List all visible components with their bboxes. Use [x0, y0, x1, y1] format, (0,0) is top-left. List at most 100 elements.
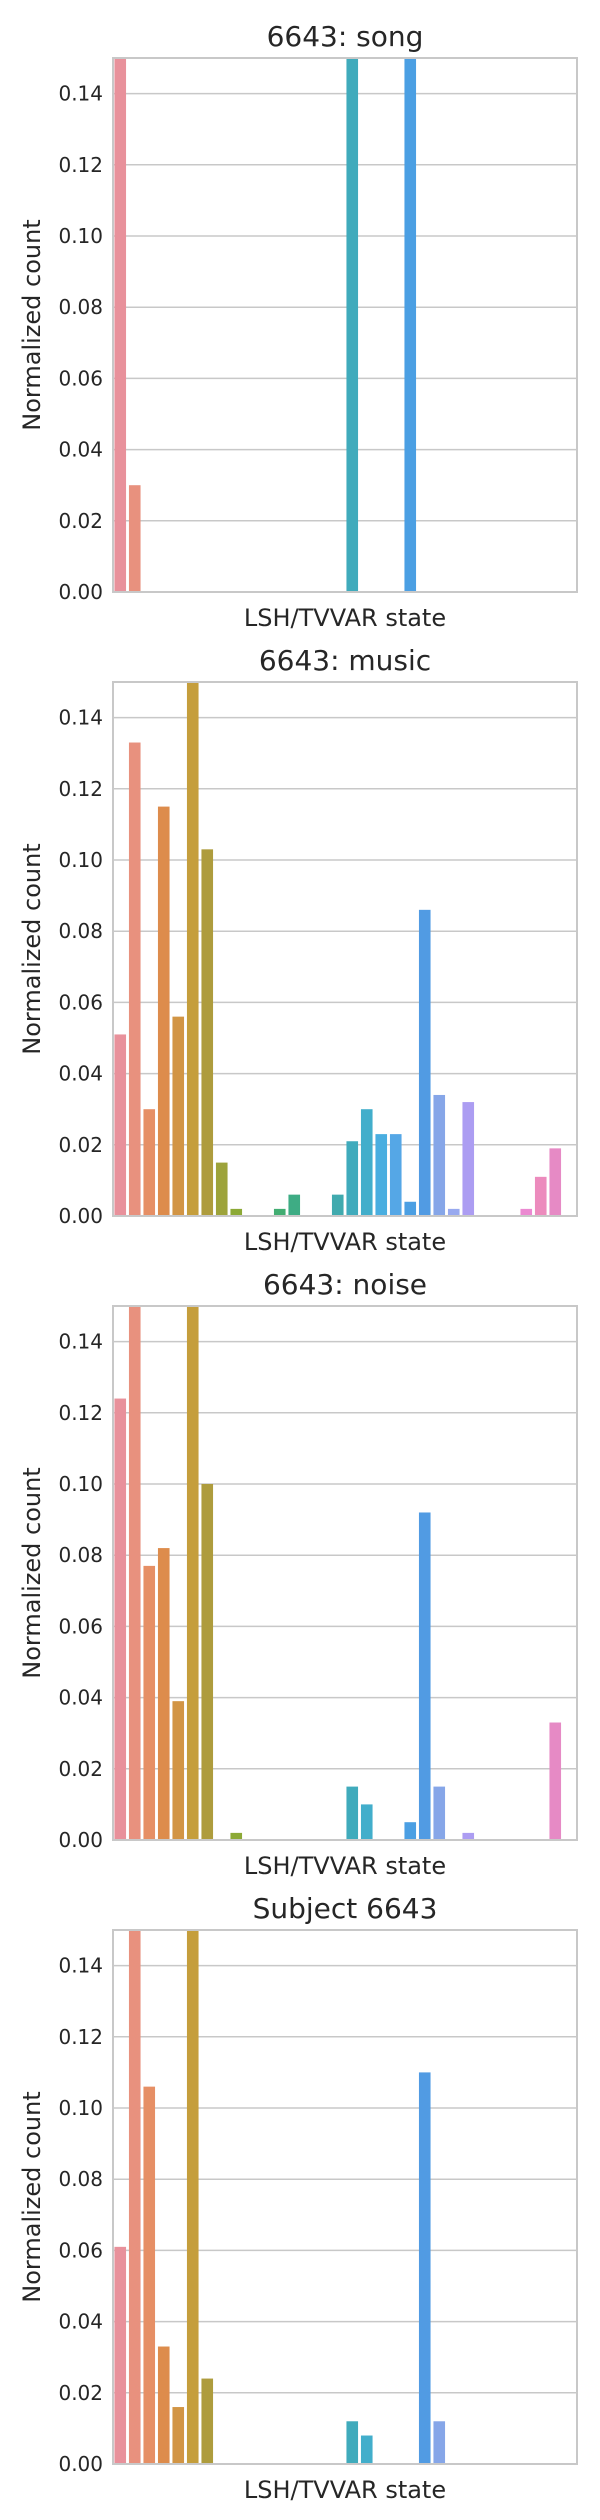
bar — [230, 1208, 243, 1216]
bar — [346, 1786, 359, 1840]
y-tick-label: 0.06 — [58, 366, 103, 390]
y-tick-label: 0.08 — [58, 919, 103, 943]
y-tick-label: 0.02 — [58, 1133, 103, 1157]
bar — [360, 1804, 373, 1840]
bar — [157, 2346, 170, 2464]
y-tick-label: 0.06 — [58, 1614, 103, 1638]
y-tick-label: 0.06 — [58, 2238, 103, 2262]
y-tick-label: 0.08 — [58, 1543, 103, 1567]
bar — [143, 1565, 156, 1840]
bar — [186, 1930, 199, 2464]
y-tick-label: 0.04 — [58, 438, 103, 462]
y-tick-label: 0.14 — [58, 706, 103, 730]
bar — [462, 1102, 475, 1216]
bar — [215, 1162, 228, 1216]
chart-title: 6643: music — [259, 644, 431, 677]
x-axis-label: LSH/TVVAR state — [244, 604, 446, 632]
y-tick-label: 0.02 — [58, 509, 103, 533]
y-axis-label: Normalized count — [18, 219, 46, 430]
bar — [143, 1109, 156, 1216]
bar — [549, 1722, 562, 1840]
bar — [433, 1786, 446, 1840]
bar — [114, 58, 127, 592]
y-tick-label: 0.14 — [58, 1330, 103, 1354]
bar — [447, 1208, 460, 1216]
y-tick-label: 0.12 — [58, 777, 103, 801]
bar — [404, 1201, 417, 1216]
y-axis-label: Normalized count — [18, 1467, 46, 1678]
y-tick-label: 0.14 — [58, 1954, 103, 1978]
bar — [143, 2086, 156, 2464]
bar — [418, 909, 431, 1216]
y-tick-label: 0.08 — [58, 2167, 103, 2191]
bar — [360, 2435, 373, 2464]
bar — [520, 1208, 533, 1216]
plot-frame — [112, 1305, 578, 1841]
bar — [360, 1109, 373, 1216]
y-tick-label: 0.00 — [58, 1204, 103, 1228]
plot-frame — [112, 681, 578, 1217]
y-tick-label: 0.04 — [58, 1686, 103, 1710]
bar — [128, 742, 141, 1216]
bar — [549, 1148, 562, 1216]
bar — [389, 1134, 402, 1216]
x-axis-label: LSH/TVVAR state — [244, 1852, 446, 1880]
bar — [172, 1016, 185, 1216]
bar — [375, 1134, 388, 1216]
y-tick-label: 0.06 — [58, 990, 103, 1014]
bar — [462, 1832, 475, 1840]
y-tick-label: 0.00 — [58, 1828, 103, 1852]
y-tick-label: 0.04 — [58, 2310, 103, 2334]
chart-panel-2: 0.00 0.02 0.04 0.06 0.08 0.10 0.12 0.14 6643: mu… — [18, 644, 578, 1256]
bar — [128, 1306, 141, 1840]
bar — [433, 2421, 446, 2464]
chart-title: 6643: noise — [263, 1268, 427, 1301]
y-tick-label: 0.10 — [58, 2096, 103, 2120]
x-axis-label: LSH/TVVAR state — [244, 1228, 446, 1256]
bar — [157, 806, 170, 1216]
y-tick-label: 0.02 — [58, 1757, 103, 1781]
bar — [157, 1548, 170, 1840]
bar — [201, 2378, 214, 2464]
plot-frame — [112, 1929, 578, 2465]
chart-title: Subject 6643 — [253, 1892, 438, 1925]
bar — [418, 2072, 431, 2464]
bar — [404, 58, 417, 592]
bar — [346, 58, 359, 592]
y-tick-label: 0.00 — [58, 2452, 103, 2476]
y-tick-label: 0.10 — [58, 1472, 103, 1496]
chart-panel-3: 0.00 0.02 0.04 0.06 0.08 0.10 0.12 0.14 6643: no… — [18, 1268, 578, 1880]
bar — [128, 485, 141, 592]
bar — [128, 1930, 141, 2464]
bar — [201, 849, 214, 1216]
bar — [433, 1094, 446, 1216]
bar — [273, 1208, 286, 1216]
y-tick-label: 0.04 — [58, 1062, 103, 1086]
bar — [418, 1512, 431, 1840]
y-tick-label: 0.14 — [58, 82, 103, 106]
plot-frame — [112, 57, 578, 593]
chart-panel-4: 0.00 0.02 0.04 0.06 0.08 0.10 0.12 0.14 Subject … — [18, 1892, 578, 2504]
y-tick-label: 0.12 — [58, 1401, 103, 1425]
bar — [346, 2421, 359, 2464]
bar — [172, 2407, 185, 2464]
bar — [331, 1194, 344, 1216]
x-axis-label: LSH/TVVAR state — [244, 2476, 446, 2504]
y-tick-label: 0.10 — [58, 224, 103, 248]
bar — [114, 2246, 127, 2464]
y-axis-label: Normalized count — [18, 2091, 46, 2302]
y-tick-label: 0.12 — [58, 153, 103, 177]
bar — [230, 1832, 243, 1840]
bar — [534, 1176, 547, 1216]
y-axis-label: Normalized count — [18, 843, 46, 1054]
y-tick-label: 0.10 — [58, 848, 103, 872]
bar — [172, 1701, 185, 1840]
y-tick-label: 0.08 — [58, 295, 103, 319]
bar — [186, 682, 199, 1216]
bar — [186, 1306, 199, 1840]
bar — [114, 1034, 127, 1216]
chart-title: 6643: song — [267, 20, 424, 53]
bar — [288, 1194, 301, 1216]
y-tick-label: 0.00 — [58, 580, 103, 604]
